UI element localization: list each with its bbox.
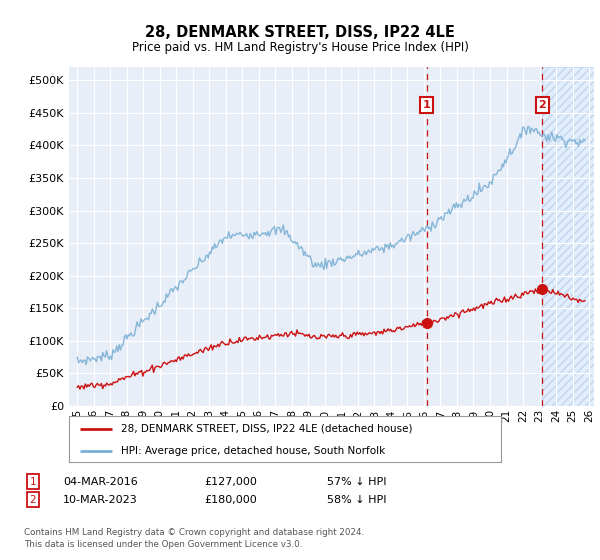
Text: 1: 1 (29, 477, 37, 487)
Bar (542, 67, 594, 406)
Text: 28, DENMARK STREET, DISS, IP22 4LE (detached house): 28, DENMARK STREET, DISS, IP22 4LE (deta… (121, 424, 412, 434)
Text: 2: 2 (538, 100, 546, 110)
Text: Price paid vs. HM Land Registry's House Price Index (HPI): Price paid vs. HM Land Registry's House … (131, 41, 469, 54)
Text: 57% ↓ HPI: 57% ↓ HPI (327, 477, 386, 487)
Text: £180,000: £180,000 (204, 494, 257, 505)
Text: 2: 2 (29, 494, 37, 505)
Text: 28, DENMARK STREET, DISS, IP22 4LE: 28, DENMARK STREET, DISS, IP22 4LE (145, 25, 455, 40)
Text: 58% ↓ HPI: 58% ↓ HPI (327, 494, 386, 505)
Text: This data is licensed under the Open Government Licence v3.0.: This data is licensed under the Open Gov… (24, 540, 302, 549)
Text: 10-MAR-2023: 10-MAR-2023 (63, 494, 138, 505)
Text: £127,000: £127,000 (204, 477, 257, 487)
Text: Contains HM Land Registry data © Crown copyright and database right 2024.: Contains HM Land Registry data © Crown c… (24, 528, 364, 536)
Text: 04-MAR-2016: 04-MAR-2016 (63, 477, 138, 487)
Text: 1: 1 (423, 100, 431, 110)
Text: HPI: Average price, detached house, South Norfolk: HPI: Average price, detached house, Sout… (121, 446, 385, 455)
